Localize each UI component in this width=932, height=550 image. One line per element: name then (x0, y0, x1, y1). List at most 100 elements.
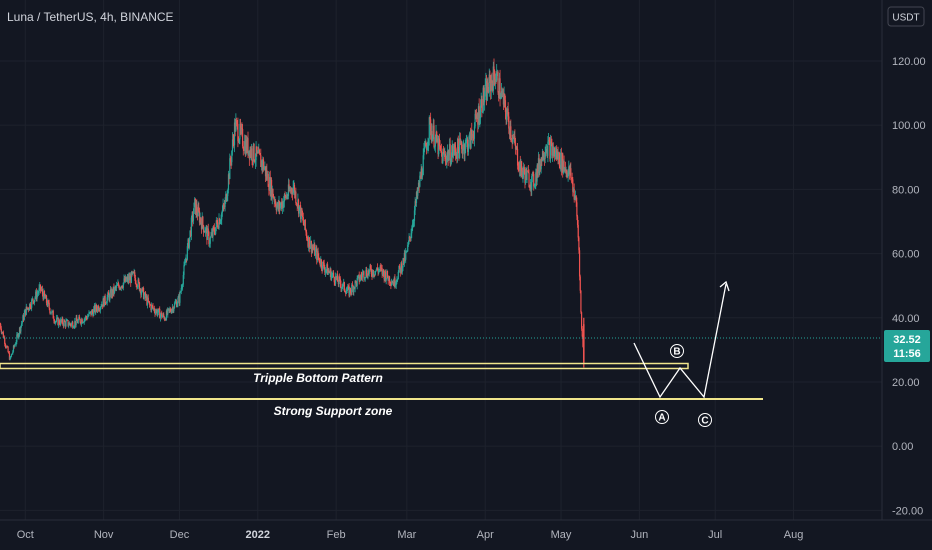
candle-down (39, 284, 42, 290)
candle-down (121, 285, 123, 288)
wave-a-circle (655, 410, 669, 424)
candle-down (153, 308, 155, 312)
candle-down (573, 188, 575, 200)
candle-up (82, 322, 85, 324)
candle-up (174, 302, 176, 304)
time-tick-label: 2022 (246, 529, 270, 541)
candle-up (468, 136, 470, 147)
chart-title: Luna / TetherUS, 4h, BINANCE (7, 10, 174, 24)
candle-down (425, 142, 427, 147)
candle-up (547, 141, 549, 156)
candle-up (450, 152, 453, 163)
candle-down (429, 117, 431, 120)
candle-up (157, 308, 159, 313)
candle-down (147, 297, 149, 302)
price-axis[interactable]: 120.00 100.00 80.00 60.00 40.00 20.00 0.00 -20.… (881, 0, 932, 520)
candle-up (124, 276, 126, 282)
candle-up (122, 282, 124, 288)
candle-up (27, 307, 29, 309)
candle-down (463, 144, 465, 155)
candle-down (445, 159, 447, 163)
candle-up (235, 120, 237, 132)
candle-down (485, 81, 488, 101)
candle-down (269, 177, 271, 195)
candle-up (442, 152, 444, 164)
candle-down (578, 237, 580, 251)
candle-up (211, 232, 213, 236)
time-tick-label: Jul (708, 529, 722, 541)
candle-up (460, 142, 462, 144)
candle-up (278, 201, 280, 210)
time-axis[interactable]: Oct Nov Dec 2022 Feb Mar Apr May Jun Jul Aug (0, 519, 932, 550)
candle-down (211, 232, 213, 237)
candle-up (393, 277, 395, 286)
candle-down (128, 276, 130, 281)
candle-down (475, 114, 478, 119)
candle-down (120, 287, 122, 289)
currency-button[interactable]: USDT (887, 6, 925, 27)
candle-down (390, 283, 392, 285)
candle-up (553, 147, 555, 156)
candle-up (107, 292, 109, 298)
candle-down (127, 276, 129, 282)
candle-up (477, 106, 480, 125)
candle-up (346, 290, 348, 291)
candle-down (528, 172, 530, 188)
candle-down (281, 202, 283, 210)
time-tick-label: Apr (477, 529, 494, 541)
candle-up (226, 196, 228, 201)
candle-up (91, 310, 93, 316)
candle-up (283, 194, 285, 202)
candle-up (373, 274, 375, 276)
candle-up (130, 271, 133, 283)
candle-down (277, 202, 279, 210)
candle-down (324, 268, 326, 273)
candle-up (16, 334, 19, 335)
candle-down (326, 264, 329, 275)
candle-up (482, 87, 484, 112)
candle-down (52, 310, 54, 319)
candle-down (252, 159, 254, 162)
candle-down (216, 220, 218, 223)
candle-up (128, 276, 130, 282)
candle-up (552, 148, 554, 156)
candle-down (566, 169, 568, 175)
candle-down (49, 308, 51, 313)
candle-up (24, 309, 26, 314)
candle-down (374, 274, 376, 276)
candle-up (186, 246, 188, 260)
candle-up (406, 251, 408, 253)
candle-up (455, 154, 457, 156)
candle-up (405, 251, 407, 253)
candle-down (481, 98, 483, 113)
candle-down (135, 283, 137, 285)
candle-up (308, 237, 310, 247)
candle-down (19, 327, 21, 332)
candle-up (385, 278, 387, 281)
price-tag: 32.52 11:56 (884, 330, 930, 362)
candle-up (252, 143, 254, 162)
time-tick-label: May (551, 529, 572, 541)
candle-up (197, 206, 199, 217)
candle-down (529, 187, 531, 188)
candle-up (66, 320, 68, 321)
candle-up (25, 306, 27, 315)
candle-down (376, 267, 378, 270)
candle-up (38, 287, 40, 293)
candle-down (244, 141, 246, 155)
candle-down (172, 307, 174, 312)
candle-down (582, 336, 584, 347)
candle-up (249, 149, 251, 159)
candle-up (446, 151, 449, 157)
candle-up (485, 81, 487, 85)
candle-down (74, 321, 77, 326)
candle-down (8, 353, 11, 360)
candle-down (508, 128, 511, 135)
candle-down (351, 284, 354, 287)
candle-up (1, 331, 3, 333)
candle-up (351, 284, 353, 293)
candle-down (302, 217, 304, 223)
candle-up (43, 290, 45, 300)
candle-up (310, 240, 312, 248)
